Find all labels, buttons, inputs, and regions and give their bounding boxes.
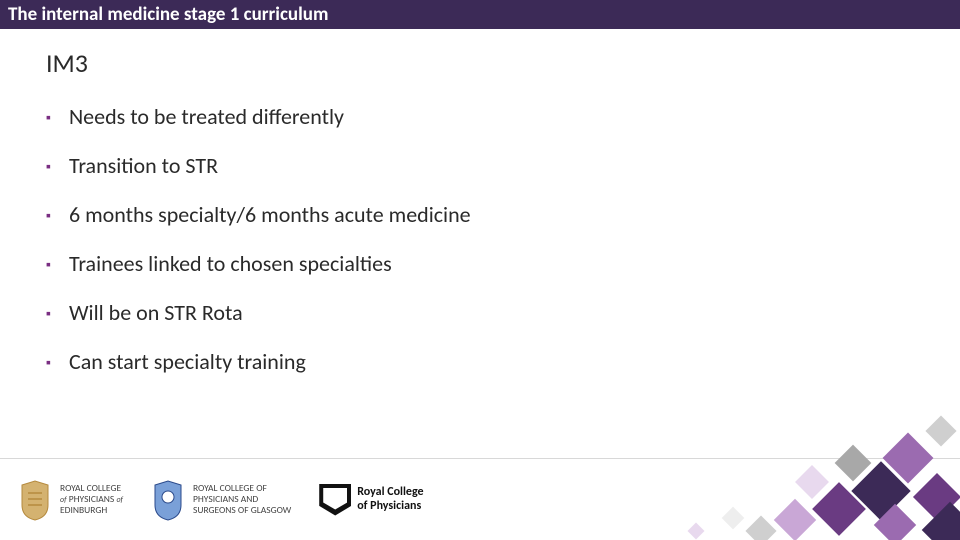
- header-title: The internal medicine stage 1 curriculum: [8, 3, 328, 26]
- bullet-item: ▪ Trainees linked to chosen specialties: [46, 250, 914, 277]
- bullet-item: ▪ Transition to STR: [46, 152, 914, 179]
- slide-content: IM3 ▪ Needs to be treated differently ▪ Tr…: [0, 29, 960, 415]
- logo-line: SURGEONS OF GLASGOW: [193, 504, 291, 516]
- logo-rcpe-text: ROYAL COLLEGE of PHYSICIANS of EDINBURGH: [60, 483, 123, 516]
- logo-line: of Physicians: [357, 499, 421, 513]
- bullet-item: ▪ Will be on STR Rota: [46, 299, 914, 326]
- bullet-text: Trainees linked to chosen specialties: [69, 250, 392, 277]
- logo-rcpsg: ROYAL COLLEGE OF PHYSICIANS AND SURGEONS…: [151, 479, 291, 521]
- crest-icon: [18, 479, 52, 521]
- bullet-text: Transition to STR: [69, 152, 218, 179]
- bullet-text: Needs to be treated differently: [69, 103, 344, 130]
- bullet-item: ▪ 6 months specialty/6 months acute medic…: [46, 201, 914, 228]
- logo-rcp: Royal College of Physicians: [319, 484, 423, 516]
- footer: ROYAL COLLEGE of PHYSICIANS of EDINBURGH…: [0, 458, 960, 540]
- logo-line: Royal College: [357, 485, 423, 499]
- logo-line: EDINBURGH: [60, 504, 107, 516]
- crest-icon: [151, 479, 185, 521]
- bullet-list: ▪ Needs to be treated differently ▪ Transi…: [46, 103, 914, 375]
- logo-line: of PHYSICIANS of: [60, 493, 123, 505]
- bullet-item: ▪ Needs to be treated differently: [46, 103, 914, 130]
- bullet-text: Will be on STR Rota: [69, 299, 243, 326]
- bullet-marker-icon: ▪: [46, 158, 51, 175]
- bullet-text: Can start specialty training: [69, 348, 306, 375]
- logo-rcpsg-text: ROYAL COLLEGE OF PHYSICIANS AND SURGEONS…: [193, 483, 291, 516]
- bullet-marker-icon: ▪: [46, 354, 51, 371]
- bullet-marker-icon: ▪: [46, 109, 51, 126]
- bullet-item: ▪ Can start specialty training: [46, 348, 914, 375]
- header-bar: The internal medicine stage 1 curriculum: [0, 0, 960, 29]
- bullet-marker-icon: ▪: [46, 256, 51, 273]
- logo-rcp-text: Royal College of Physicians: [357, 486, 423, 512]
- shield-icon: [319, 484, 351, 516]
- slide-title: IM3: [46, 47, 914, 79]
- bullet-marker-icon: ▪: [46, 207, 51, 224]
- logo-rcpe: ROYAL COLLEGE of PHYSICIANS of EDINBURGH: [18, 479, 123, 521]
- bullet-text: 6 months specialty/6 months acute medici…: [69, 201, 471, 228]
- bullet-marker-icon: ▪: [46, 305, 51, 322]
